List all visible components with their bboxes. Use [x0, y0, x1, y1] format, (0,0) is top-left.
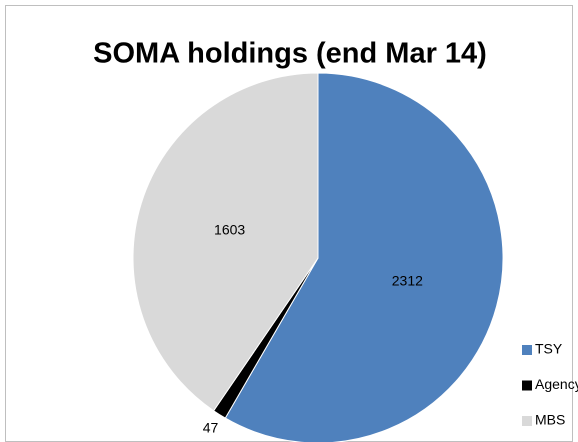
data-label: 47 [203, 419, 219, 435]
legend-label: Agency [535, 376, 578, 392]
pie-slice [224, 72, 504, 442]
legend-swatch [522, 380, 532, 391]
legend-swatch [522, 345, 532, 355]
data-label: 2312 [392, 273, 423, 289]
chart-title: SOMA holdings (end Mar 14) [93, 38, 487, 70]
data-label: 1603 [214, 221, 245, 237]
pie-slice [132, 72, 319, 412]
legend-swatch [522, 416, 532, 426]
legend-label: TSY [535, 341, 563, 357]
legend-label: MBS [535, 412, 565, 428]
